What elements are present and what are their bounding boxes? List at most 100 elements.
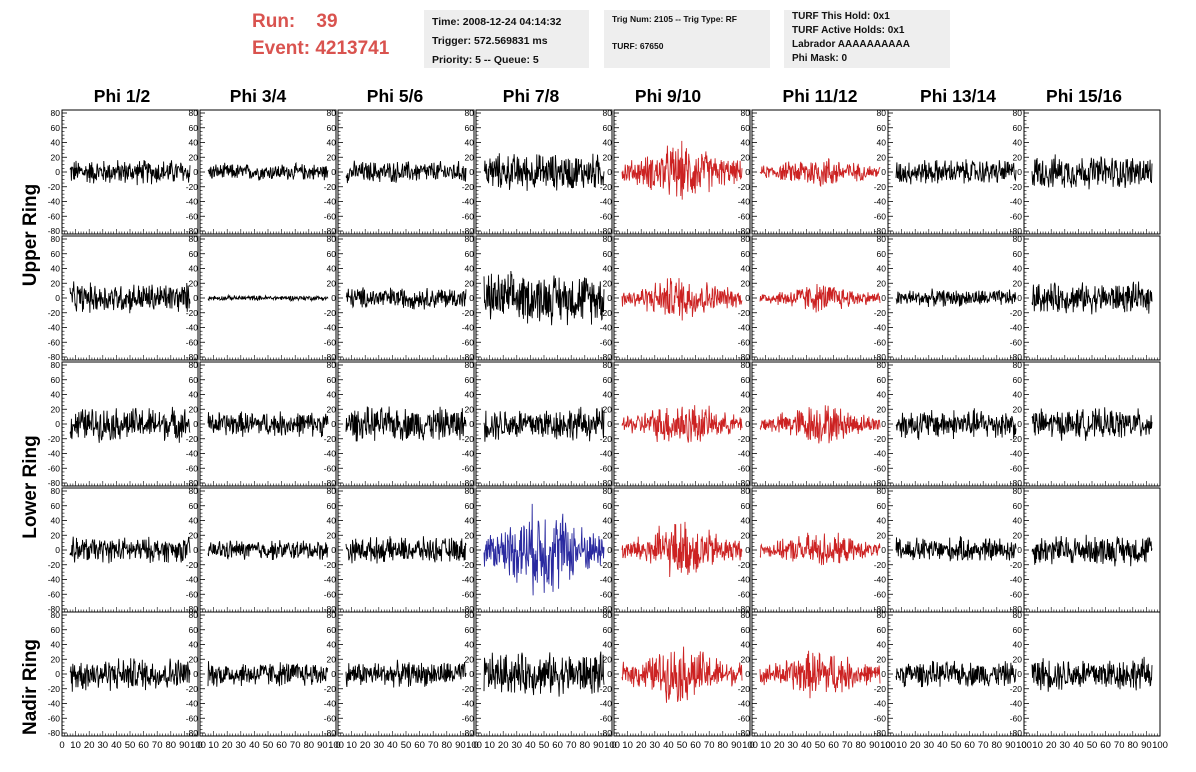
waveform-panel: 80 60 40 20 0 -20 -40 -60 -80: [186, 108, 337, 236]
x-tick-label: 80: [304, 740, 315, 751]
waveform-panel: 80 60 40 20 0 -20 -40 -60 -80: [462, 234, 613, 362]
x-tick-label: 100: [742, 740, 758, 751]
waveform-trace: [1031, 281, 1153, 315]
y-tick-label: -40: [462, 197, 475, 207]
y-tick-label: 0: [55, 167, 60, 177]
y-tick-label: -60: [1010, 713, 1023, 723]
waveform-panel: 80 60 40 20 0 -20 -40 -60 -80: [186, 360, 337, 488]
x-tick-label: 50: [539, 740, 550, 751]
waveform-trace: [895, 408, 1017, 440]
y-tick-label: -60: [462, 713, 475, 723]
y-tick-label: 20: [189, 404, 199, 414]
x-tick-label: 90: [455, 740, 466, 751]
waveform-trace: [759, 283, 881, 313]
y-tick-label: -40: [324, 449, 337, 459]
y-tick-label: -40: [600, 699, 613, 709]
y-tick-label: 20: [741, 278, 751, 288]
y-tick-label: 60: [465, 375, 475, 385]
x-tick-label: 100: [1152, 740, 1168, 751]
y-tick-label: 60: [465, 501, 475, 511]
y-tick-label: -20: [462, 560, 475, 570]
x-tick-label: 60: [964, 740, 975, 751]
y-tick-label: -80: [48, 604, 61, 614]
y-tick-label: 0: [607, 167, 612, 177]
y-tick-label: 40: [51, 390, 61, 400]
y-tick-label: -20: [324, 684, 337, 694]
y-tick-label: -20: [186, 308, 199, 318]
y-tick-label: 60: [189, 501, 199, 511]
y-tick-label: 80: [189, 108, 199, 118]
y-tick-label: -20: [1010, 434, 1023, 444]
y-tick-label: 60: [603, 249, 613, 259]
y-tick-label: -60: [600, 337, 613, 347]
y-tick-label: -60: [874, 211, 887, 221]
y-tick-label: 80: [465, 610, 475, 620]
x-tick-label: 0: [335, 740, 340, 751]
y-tick-label: 20: [189, 530, 199, 540]
waveform-trace: [483, 153, 605, 191]
y-tick-label: 80: [741, 360, 751, 370]
y-tick-label: -80: [48, 478, 61, 488]
x-tick-label: 60: [276, 740, 287, 751]
y-tick-label: -20: [738, 308, 751, 318]
x-tick-label: 80: [856, 740, 867, 751]
y-tick-label: 60: [1013, 375, 1023, 385]
y-tick-label: 0: [193, 293, 198, 303]
x-tick-label: 30: [924, 740, 935, 751]
y-tick-label: -60: [462, 337, 475, 347]
y-tick-label: 40: [603, 138, 613, 148]
y-tick-label: 0: [469, 545, 474, 555]
event-number: Event: 4213741: [252, 38, 390, 59]
y-tick-label: -20: [738, 434, 751, 444]
waveform-panel: 80 60 40 20 0 -20 -40 -60 -80: [1010, 234, 1161, 362]
y-tick-label: 40: [189, 264, 199, 274]
waveform-panel: 80 60 40 20 0 -20 -40 -60 -80: [1010, 486, 1161, 614]
y-tick-label: -60: [738, 463, 751, 473]
waveform-trace: [207, 293, 329, 303]
y-tick-label: -60: [462, 211, 475, 221]
y-tick-label: -80: [600, 226, 613, 236]
y-tick-label: 60: [189, 123, 199, 133]
y-tick-label: 60: [465, 123, 475, 133]
y-tick-label: 80: [189, 234, 199, 244]
waveform-trace: [621, 140, 743, 200]
y-tick-label: 80: [741, 610, 751, 620]
y-tick-label: 20: [327, 278, 337, 288]
x-tick-label: 70: [978, 740, 989, 751]
y-tick-label: -40: [874, 575, 887, 585]
y-tick-label: -60: [874, 713, 887, 723]
waveform-trace: [345, 160, 467, 184]
y-tick-label: -60: [1010, 589, 1023, 599]
x-tick-label: 20: [84, 740, 95, 751]
x-tick-label: 50: [401, 740, 412, 751]
y-tick-label: -80: [186, 478, 199, 488]
y-tick-label: -20: [874, 560, 887, 570]
y-tick-label: -60: [186, 463, 199, 473]
y-tick-label: -80: [324, 226, 337, 236]
y-tick-label: -20: [48, 560, 61, 570]
y-tick-label: -20: [600, 684, 613, 694]
y-tick-label: -80: [1010, 352, 1023, 362]
x-tick-label: 80: [718, 740, 729, 751]
y-tick-label: 40: [51, 264, 61, 274]
y-tick-label: 60: [741, 375, 751, 385]
y-tick-label: 40: [603, 264, 613, 274]
y-tick-label: 60: [327, 249, 337, 259]
y-tick-label: 0: [469, 669, 474, 679]
y-tick-label: 40: [465, 390, 475, 400]
y-tick-label: -20: [738, 560, 751, 570]
y-tick-label: 0: [193, 669, 198, 679]
trig-num-text: Trig Num: 2105 -- Trig Type: RF: [612, 14, 737, 24]
y-tick-label: 60: [1013, 625, 1023, 635]
y-tick-label: -80: [874, 728, 887, 738]
y-tick-label: -80: [186, 226, 199, 236]
y-tick-label: 20: [465, 654, 475, 664]
x-tick-label: 90: [1141, 740, 1152, 751]
turf-active-holds: TURF Active Holds: 0x1: [792, 25, 905, 36]
y-tick-label: 20: [603, 152, 613, 162]
x-tick-label: 30: [98, 740, 109, 751]
waveform-trace: [483, 651, 605, 697]
